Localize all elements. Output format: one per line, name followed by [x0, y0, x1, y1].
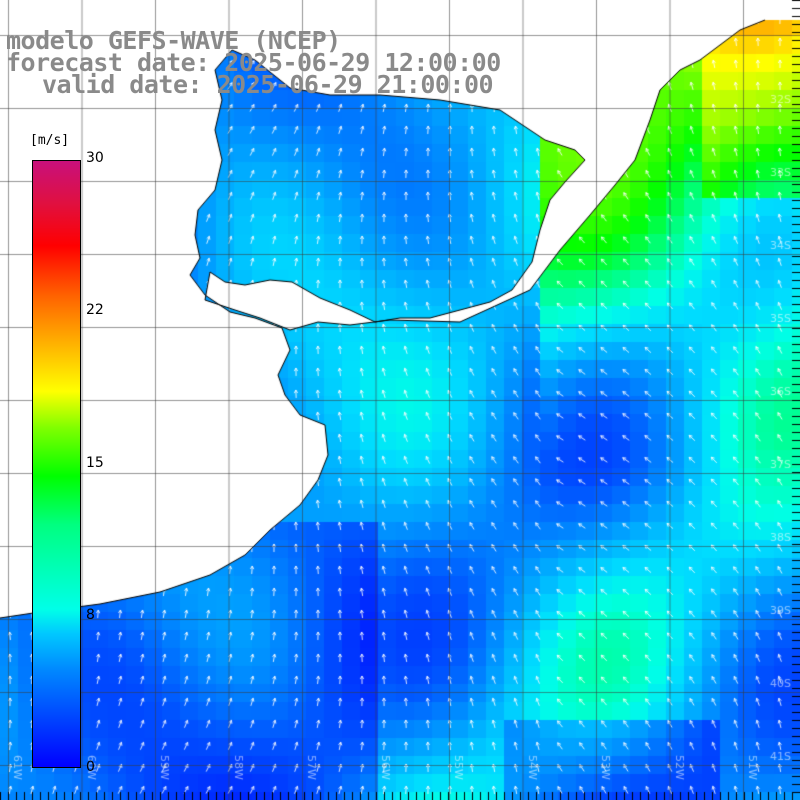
colorbar-tick: 30 — [86, 150, 104, 166]
valid-date: valid date: 2025-06-29 21:00:00 — [42, 70, 494, 99]
model-title: modelo GEFS-WAVE (NCEP) — [6, 26, 341, 55]
forecast-date: forecast date: 2025-06-29 12:00:00 — [6, 48, 501, 77]
colorbar-tick: 0 — [86, 759, 95, 775]
colorbar-tick: 22 — [86, 302, 104, 318]
colorbar-unit: [m/s] — [30, 133, 70, 148]
colorbar-tick: 8 — [86, 607, 95, 623]
colorbar-tick: 15 — [86, 455, 104, 471]
colorbar — [32, 160, 81, 768]
